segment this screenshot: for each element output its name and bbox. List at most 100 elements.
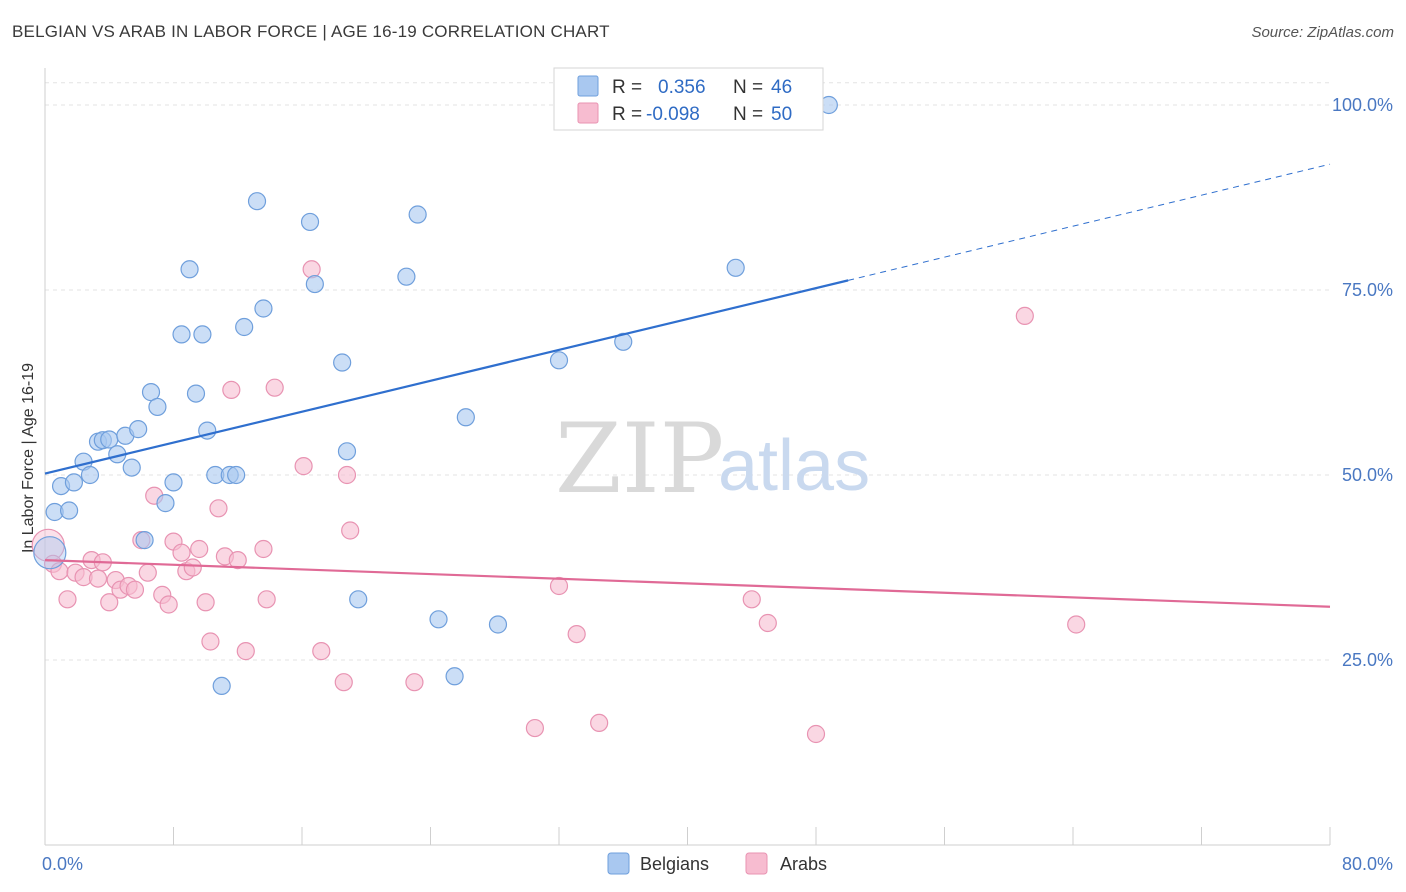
bottom-legend-label-arabs: Arabs (780, 854, 827, 874)
y-tick-labels: 25.0% 50.0% 75.0% 100.0% (1332, 95, 1393, 670)
belgian-point (80, 465, 100, 485)
arab-point (88, 569, 108, 588)
belgian-point (726, 258, 745, 277)
arab-point (190, 539, 209, 559)
belgian-point (300, 212, 320, 232)
arab-point (567, 624, 586, 644)
arab-point (302, 260, 321, 279)
legend-r-label-arabs: R = (612, 104, 642, 125)
arab-point (222, 380, 241, 399)
belgian-point (212, 676, 231, 696)
arab-point (228, 550, 247, 570)
grid-lines (45, 82, 1330, 661)
belgian-point (227, 465, 246, 485)
legend-frame (553, 67, 824, 131)
belgian-point (456, 408, 475, 427)
arab-points (31, 260, 1086, 744)
y-tick-label: 100.0% (1332, 95, 1393, 115)
arab-point (525, 718, 545, 738)
belgian-point (172, 325, 191, 344)
legend-n-value-belgians: 46 (771, 77, 792, 98)
arab-point (758, 613, 777, 633)
arab-point (405, 673, 424, 692)
bottom-legend-label-belgians: Belgians (640, 854, 709, 874)
belgian-point (349, 590, 368, 609)
x-tick-labels: 0.0% 80.0% (42, 854, 1393, 874)
legend-swatch-arabs (577, 102, 599, 124)
source-label: Source: ZipAtlas.com (1251, 24, 1394, 41)
arab-point (312, 642, 331, 661)
arab-point (337, 465, 357, 485)
belgian-point (337, 442, 357, 461)
arab-point (209, 499, 228, 518)
trendline-belgians (44, 279, 849, 475)
y-tick-label: 75.0% (1342, 280, 1393, 300)
arab-point (125, 580, 145, 599)
arab-point (294, 457, 313, 476)
belgian-point (148, 397, 167, 417)
bottom-legend-swatch-belgians (607, 852, 630, 875)
belgian-point (186, 384, 206, 403)
x-ticks (173, 827, 1331, 845)
trendlines (44, 163, 1331, 608)
arab-point (196, 593, 215, 612)
belgian-point (305, 274, 324, 294)
arab-point (138, 563, 157, 582)
legend-n-label-belgians: N = (733, 77, 763, 98)
legend-n-label-arabs: N = (733, 104, 763, 125)
belgian-point (33, 536, 67, 570)
arab-point (341, 521, 360, 540)
arab-point (1015, 306, 1034, 325)
arab-point (159, 595, 178, 614)
arab-point (58, 590, 77, 609)
legend-r-label-belgians: R = (612, 77, 642, 98)
belgian-point (135, 531, 154, 550)
y-tick-label: 50.0% (1342, 465, 1393, 485)
chart-title: BELGIAN VS ARAB IN LABOR FORCE | AGE 16-… (12, 22, 610, 41)
arab-point (549, 576, 569, 596)
y-axis-title: In Labor Force | Age 16-19 (20, 363, 37, 553)
arab-point (236, 642, 255, 661)
watermark-zip: ZIP (555, 403, 724, 515)
belgian-point (247, 192, 267, 211)
legend-n-value-arabs: 50 (771, 104, 792, 125)
legend-r-value-arabs: -0.098 (646, 104, 700, 125)
watermark-atlas: atlas (718, 426, 870, 506)
legend-r-value-belgians: 0.356 (658, 77, 706, 98)
arab-point (265, 378, 284, 397)
legend-swatch-belgians (577, 75, 599, 97)
arab-point (334, 673, 353, 692)
arab-point (1067, 615, 1086, 634)
arab-point (742, 590, 761, 609)
watermark: ZIP atlas (555, 403, 870, 515)
arab-point (254, 539, 273, 559)
belgian-point (180, 260, 199, 279)
y-tick-label: 25.0% (1342, 650, 1393, 670)
belgian-point (333, 353, 352, 372)
arab-point (806, 724, 826, 744)
belgian-point (129, 420, 148, 439)
belgian-point (156, 494, 175, 513)
belgian-points (33, 95, 838, 696)
arab-point (100, 593, 119, 612)
belgian-point (408, 205, 427, 224)
belgian-point (235, 317, 254, 337)
belgian-point (193, 325, 212, 344)
belgian-point (614, 332, 633, 351)
belgian-point (429, 610, 448, 629)
arab-point (257, 590, 276, 609)
arab-point (201, 632, 220, 651)
belgian-point (254, 299, 273, 318)
belgian-point (488, 615, 508, 634)
belgian-point (59, 501, 79, 520)
x-tick-label-max: 80.0% (1342, 854, 1393, 874)
arab-point (590, 713, 609, 733)
arab-point (183, 558, 202, 577)
belgian-point (549, 351, 569, 370)
x-tick-label-min: 0.0% (42, 854, 83, 874)
trendline-belgians-extension (848, 163, 1331, 281)
belgian-point (164, 473, 183, 492)
bottom-legend-swatch-arabs (745, 852, 768, 875)
belgian-point (397, 267, 416, 286)
